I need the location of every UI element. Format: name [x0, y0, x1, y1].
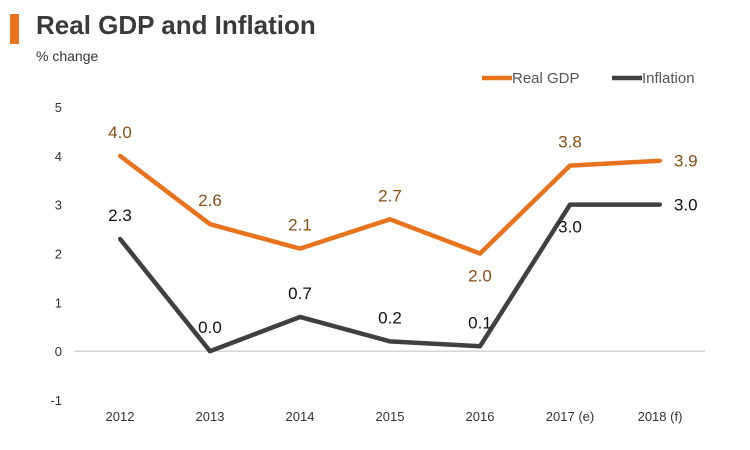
x-axis: 2012 2013 2014 2015 2016 2017 (e) 2018 (f): [75, 350, 705, 424]
title-accent-bar: [10, 14, 19, 44]
data-label: 4.0: [108, 123, 132, 142]
data-point: [568, 163, 572, 168]
data-point: [298, 246, 302, 251]
legend: Real GDP Inflation: [482, 70, 695, 87]
legend-label: Real GDP: [512, 70, 580, 87]
data-point: [388, 217, 392, 222]
data-point: [478, 344, 482, 349]
data-point: [478, 251, 482, 256]
data-point: [658, 158, 662, 163]
data-point: [298, 314, 302, 319]
data-label: 2.1: [288, 216, 312, 235]
data-label: 0.7: [288, 284, 312, 303]
x-tick-label: 2015: [376, 409, 405, 424]
data-point: [118, 236, 122, 241]
y-tick-label: 5: [55, 100, 62, 115]
series-group: 4.0 2.6 2.1 2.7 2.0 3.8 3.9 2.3 0.0 0.7 0.2 0.1 3.0 3…: [108, 123, 698, 354]
chart-title: Real GDP and Inflation: [36, 10, 316, 40]
y-tick-label: -1: [50, 393, 62, 408]
data-label: 0.2: [378, 308, 402, 327]
x-tick-label: 2018 (f): [638, 409, 683, 424]
y-tick-label: 1: [55, 295, 62, 310]
data-label: 0.0: [198, 318, 222, 337]
data-point: [208, 349, 212, 354]
chart-subtitle: % change: [36, 48, 99, 64]
data-label: 2.3: [108, 206, 132, 225]
x-tick-label: 2016: [466, 409, 495, 424]
data-point: [658, 202, 662, 207]
x-tick-label: 2014: [286, 409, 315, 424]
x-tick-label: 2017 (e): [546, 409, 594, 424]
y-tick-label: 4: [55, 149, 62, 164]
legend-label: Inflation: [642, 70, 695, 87]
data-point: [388, 339, 392, 344]
data-label: 3.0: [558, 218, 582, 237]
data-point: [568, 202, 572, 207]
data-label: 2.6: [198, 191, 222, 210]
y-tick-label: 2: [55, 247, 62, 262]
y-tick-label: 3: [55, 198, 62, 213]
x-tick-label: 2013: [196, 409, 225, 424]
data-point: [208, 222, 212, 227]
y-tick-label: 0: [55, 344, 62, 359]
y-axis: 5 4 3 2 1 0 -1: [50, 100, 62, 408]
data-label: 3.9: [674, 152, 698, 171]
data-label: 2.0: [468, 267, 492, 286]
data-point: [118, 153, 122, 158]
data-label: 2.7: [378, 186, 402, 205]
data-label: 0.1: [468, 313, 492, 332]
data-label: 3.0: [674, 196, 698, 215]
x-tick-label: 2012: [106, 409, 135, 424]
data-label: 3.8: [558, 133, 582, 152]
